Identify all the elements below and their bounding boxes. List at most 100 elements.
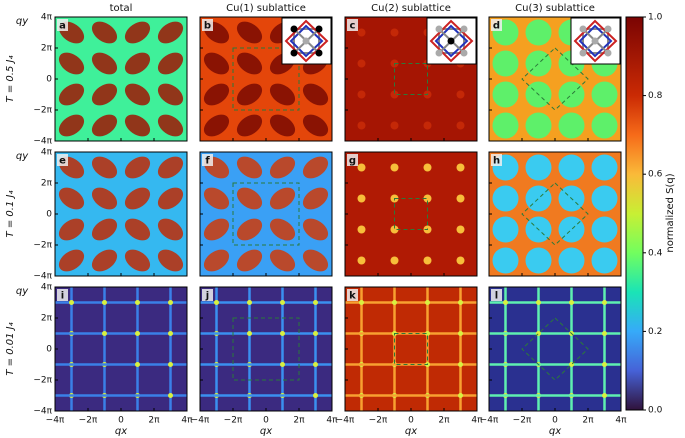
x-tick-label: 4π bbox=[181, 416, 193, 426]
heatmap-feature bbox=[536, 300, 541, 305]
heatmap-feature bbox=[357, 59, 366, 68]
heatmap-feature bbox=[591, 112, 618, 139]
heatmap-feature bbox=[425, 331, 430, 336]
heatmap-feature bbox=[58, 249, 85, 272]
unit-cell bbox=[232, 317, 300, 381]
heatmap-feature bbox=[157, 249, 184, 272]
column-title: Cu(2) sublattice bbox=[371, 3, 451, 14]
inset-atom bbox=[460, 49, 468, 57]
inset-bond bbox=[289, 24, 324, 58]
x-tick-label: −2π bbox=[369, 416, 388, 426]
x-tick-label: 0 bbox=[263, 416, 269, 426]
heatmap-feature bbox=[492, 216, 519, 243]
x-tick-label: 0 bbox=[408, 416, 414, 426]
heatmap-feature bbox=[390, 163, 399, 172]
y-axis-label: qy bbox=[16, 16, 29, 27]
heatmap-feature bbox=[236, 52, 263, 75]
heatmap-feature bbox=[357, 225, 366, 234]
column-title: Cu(3) sublattice bbox=[515, 3, 595, 14]
heatmap-feature bbox=[124, 249, 151, 272]
heatmap-feature bbox=[168, 362, 173, 367]
column-title: total bbox=[110, 3, 133, 14]
heatmap-feature bbox=[91, 218, 118, 241]
y-tick-label: −2π bbox=[33, 106, 52, 116]
heatmap-feature bbox=[203, 218, 230, 241]
heatmap-feature bbox=[236, 83, 263, 106]
y-tick-label: 4π bbox=[41, 13, 53, 23]
heatmap-feature bbox=[280, 331, 285, 336]
heatmap-feature bbox=[247, 331, 252, 336]
heatmap-feature bbox=[91, 156, 118, 179]
x-axis-label: qx bbox=[115, 426, 127, 437]
heatmap-feature bbox=[602, 300, 607, 305]
panel-label: e bbox=[59, 156, 66, 167]
heatmap bbox=[345, 287, 477, 411]
heatmap-feature bbox=[392, 300, 397, 305]
heatmap-feature bbox=[236, 187, 263, 210]
x-tick-label: −2π bbox=[513, 416, 532, 426]
inset-atom bbox=[315, 25, 323, 33]
row-label: T = 0.1 J₄ bbox=[5, 191, 16, 238]
row-label: T = 0.5 J₄ bbox=[5, 56, 16, 103]
panel-label: l bbox=[495, 291, 498, 302]
heatmap-feature bbox=[124, 187, 151, 210]
inset-atom bbox=[290, 25, 298, 33]
heatmap-feature bbox=[236, 249, 263, 272]
heatmap-bg bbox=[345, 287, 477, 411]
heatmap-feature bbox=[357, 256, 366, 265]
heatmap-feature bbox=[203, 114, 230, 137]
unit-cell bbox=[232, 182, 300, 246]
heatmap-feature bbox=[423, 121, 432, 130]
heatmap-feature bbox=[280, 300, 285, 305]
heatmap-feature bbox=[124, 83, 151, 106]
heatmap-feature bbox=[357, 28, 366, 37]
x-tick-label: 4π bbox=[615, 416, 627, 426]
heatmap-feature bbox=[456, 163, 465, 172]
x-tick-label: 2π bbox=[438, 416, 450, 426]
heatmap-feature bbox=[135, 300, 140, 305]
colorbar-tick-label: 0.6 bbox=[648, 170, 663, 180]
x-tick-label: −2π bbox=[224, 416, 243, 426]
heatmap-feature bbox=[558, 247, 585, 274]
heatmap-feature bbox=[157, 156, 184, 179]
heatmap-feature bbox=[157, 52, 184, 75]
panel-label-bg bbox=[347, 289, 358, 301]
y-tick-label: 4π bbox=[41, 283, 53, 293]
heatmap-feature bbox=[203, 249, 230, 272]
inset-atom bbox=[460, 25, 468, 33]
panel-label: d bbox=[493, 21, 500, 32]
heatmap-feature bbox=[214, 300, 219, 305]
heatmap-feature bbox=[492, 50, 519, 77]
y-axis-label: qy bbox=[16, 286, 29, 297]
unit-cell bbox=[521, 317, 589, 381]
heatmap-feature bbox=[69, 300, 74, 305]
heatmap-feature bbox=[456, 121, 465, 130]
heatmap-feature bbox=[269, 187, 296, 210]
panel-label-bg bbox=[347, 154, 358, 166]
panel-label: h bbox=[493, 156, 500, 167]
heatmap-feature bbox=[203, 52, 230, 75]
panel-label-bg bbox=[491, 154, 502, 166]
heatmap bbox=[200, 287, 332, 411]
heatmap-feature bbox=[157, 114, 184, 137]
heatmap-feature bbox=[458, 331, 463, 336]
heatmap-bg bbox=[345, 152, 477, 276]
x-tick-label: −4π bbox=[46, 416, 65, 426]
panel-label-bg bbox=[57, 154, 68, 166]
heatmap-feature bbox=[269, 249, 296, 272]
heatmap-feature bbox=[423, 163, 432, 172]
heatmap-feature bbox=[302, 156, 329, 179]
heatmap-feature bbox=[558, 154, 585, 181]
x-axis-label: qx bbox=[549, 426, 561, 437]
heatmap-feature bbox=[302, 218, 329, 241]
x-tick-label: −4π bbox=[191, 416, 210, 426]
heatmap-feature bbox=[458, 393, 463, 398]
heatmap-feature bbox=[58, 52, 85, 75]
inset-atom bbox=[290, 49, 298, 57]
panel-label: f bbox=[205, 156, 210, 167]
x-tick-label: 0 bbox=[552, 416, 558, 426]
heatmap-feature bbox=[269, 114, 296, 137]
heatmap-feature bbox=[492, 112, 519, 139]
panel-label-bg bbox=[491, 19, 502, 31]
